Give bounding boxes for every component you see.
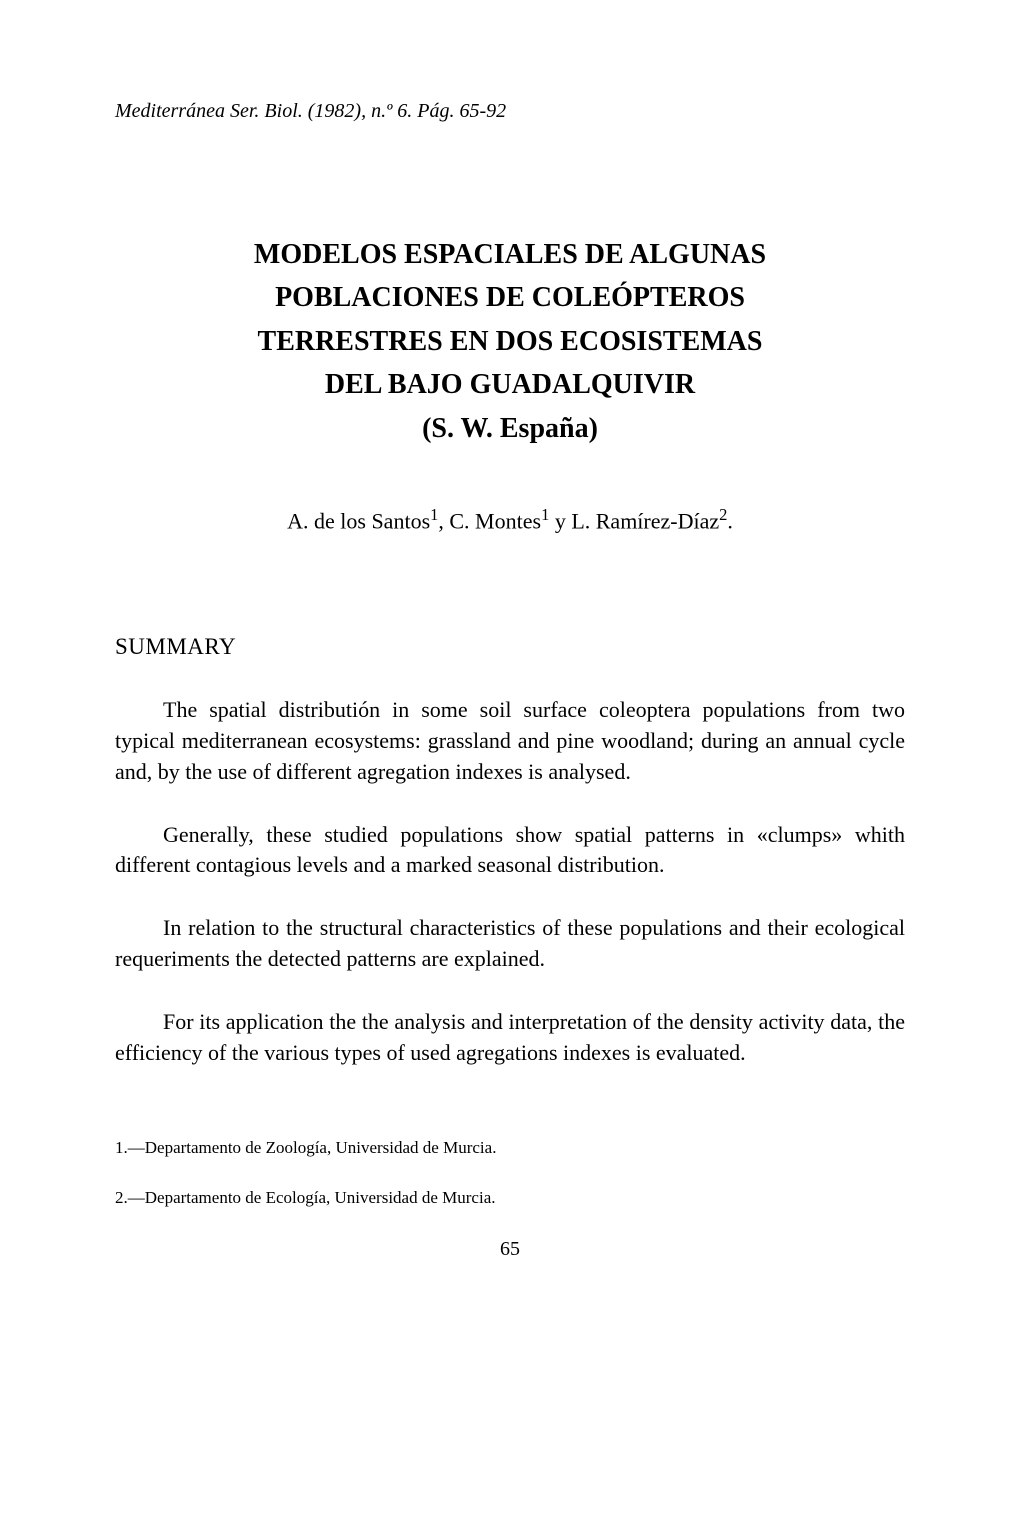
authors-line: A. de los Santos1, C. Montes1 y L. Ramír… <box>115 505 905 534</box>
summary-paragraph-3: In relation to the structural characteri… <box>115 913 905 975</box>
author-sep-2: y L. Ramírez-Díaz <box>549 508 719 533</box>
summary-paragraph-2: Generally, these studied populations sho… <box>115 820 905 882</box>
summary-heading: SUMMARY <box>115 634 905 660</box>
journal-reference: Mediterránea Ser. Biol. (1982), n.º 6. P… <box>115 100 905 123</box>
title-line-5: (S. W. España) <box>115 407 905 450</box>
footnote-1: 1.—Departamento de Zoología, Universidad… <box>115 1138 905 1158</box>
page-number: 65 <box>115 1238 905 1261</box>
title-line-1: MODELOS ESPACIALES DE ALGUNAS <box>115 233 905 276</box>
article-title: MODELOS ESPACIALES DE ALGUNAS POBLACIONE… <box>115 233 905 450</box>
footnote-2: 2.—Departamento de Ecología, Universidad… <box>115 1188 905 1208</box>
summary-paragraph-1: The spatial distributión in some soil su… <box>115 695 905 787</box>
author-1: A. de los Santos <box>287 508 430 533</box>
title-line-3: TERRESTRES EN DOS ECOSISTEMAS <box>115 320 905 363</box>
author-sep-1: , C. Montes <box>438 508 541 533</box>
summary-paragraph-4: For its application the the analysis and… <box>115 1007 905 1069</box>
title-line-4: DEL BAJO GUADALQUIVIR <box>115 363 905 406</box>
footnotes-block: 1.—Departamento de Zoología, Universidad… <box>115 1138 905 1208</box>
author-suffix: . <box>727 508 733 533</box>
title-line-2: POBLACIONES DE COLEÓPTEROS <box>115 276 905 319</box>
